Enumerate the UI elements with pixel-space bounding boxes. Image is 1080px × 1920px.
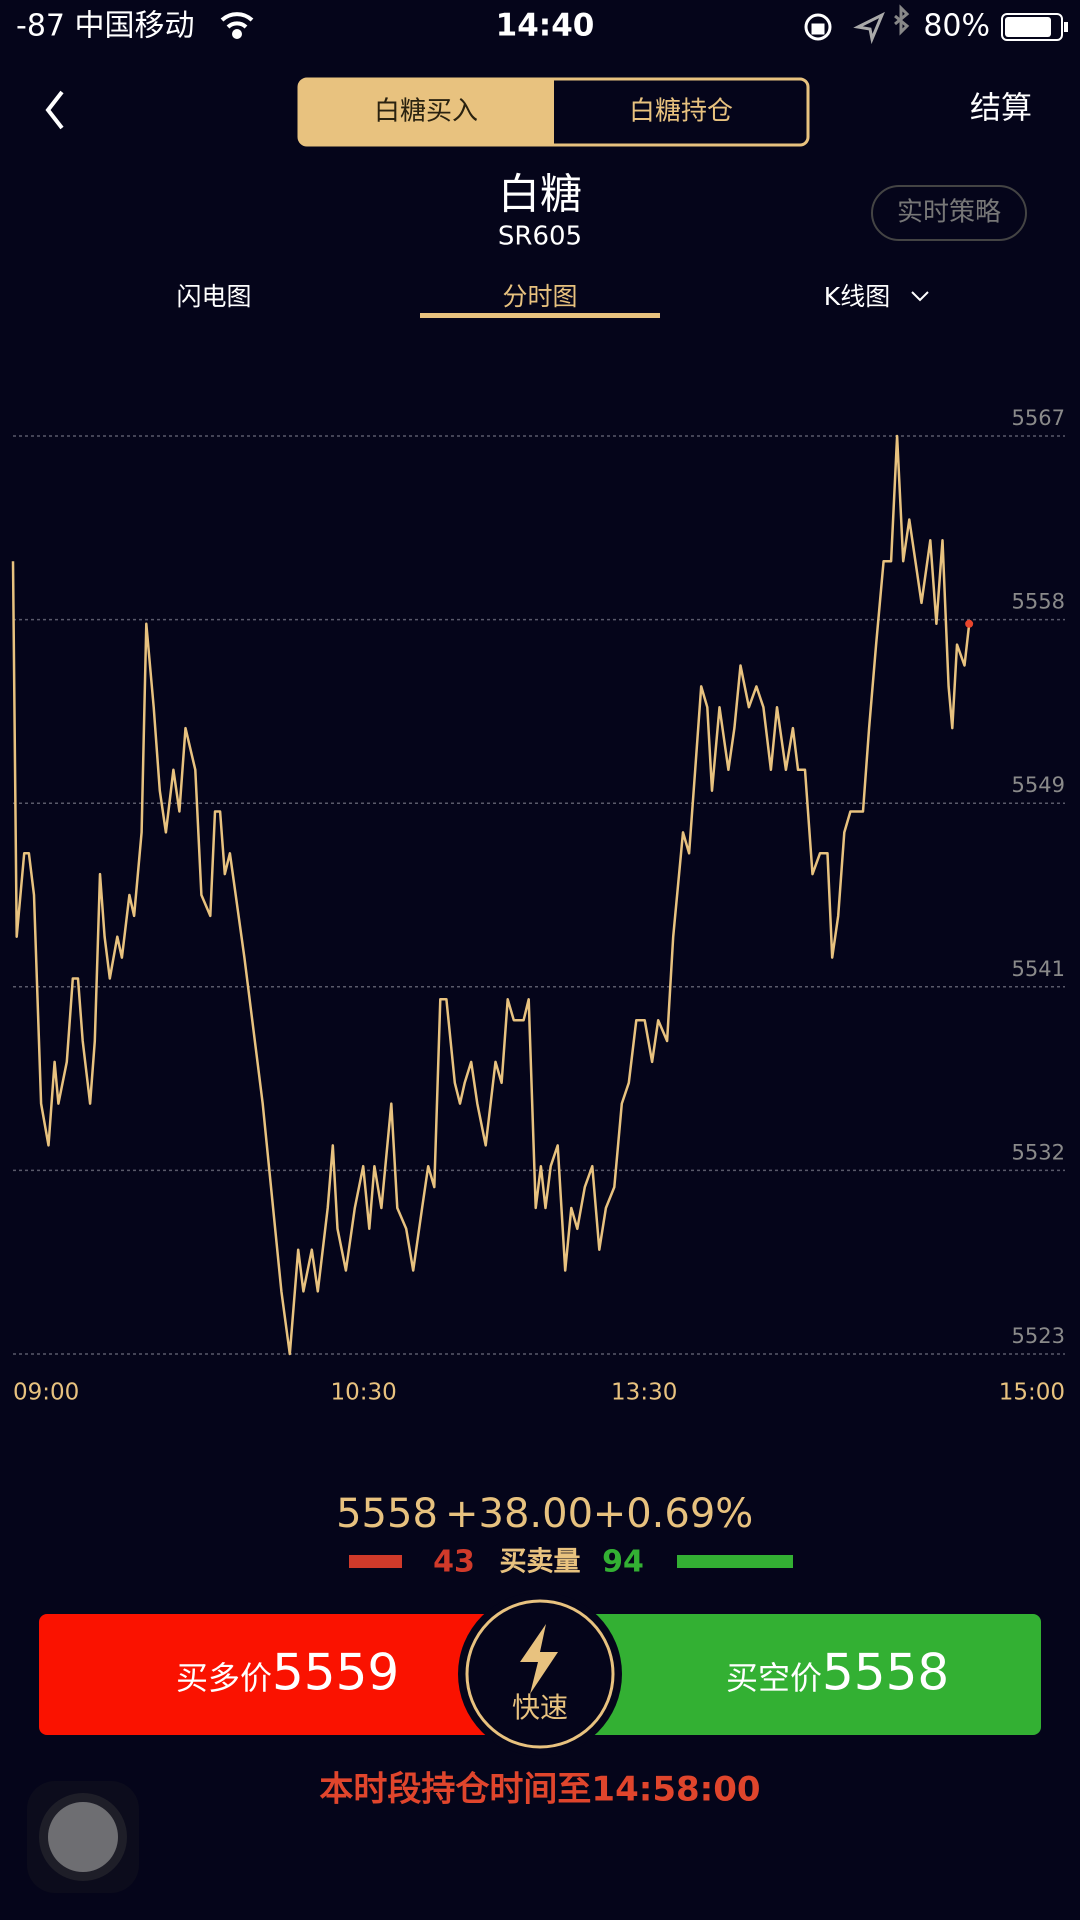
segment-tab[interactable]: 白糖买入 — [374, 97, 478, 127]
carrier: -87 中国移动 — [16, 9, 195, 44]
y-tick-label: 5541 — [1012, 957, 1065, 981]
chart: 5523 5532 5541 5549 5558 5567 09:00 10:30 13:30 1… — [11, 406, 1065, 1406]
quick-label: 快速 — [512, 1691, 568, 1724]
quick-button-ring — [465, 1599, 615, 1749]
battery-icon — [1001, 13, 1068, 41]
buy-button[interactable] — [39, 1614, 559, 1735]
sell-button[interactable] — [521, 1614, 1041, 1735]
last-point — [965, 619, 974, 628]
sell-volume-bar — [677, 1555, 793, 1568]
strategy-button-frame[interactable] — [871, 185, 1027, 241]
buy-volume-bar — [349, 1555, 402, 1568]
sell-label: 买空价 — [726, 1659, 822, 1697]
segment-tab[interactable]: 白糖持仓 — [629, 97, 733, 127]
lightning-icon — [520, 1624, 558, 1694]
buy-count: 43 — [433, 1545, 475, 1580]
product-code: SR605 — [498, 222, 582, 252]
strategy-button[interactable]: 实时策略 — [897, 198, 1001, 228]
hold-time-notice: 本时段持仓时间至14:58:00 — [319, 1770, 760, 1810]
sell-count: 94 — [602, 1545, 644, 1580]
sell-price: 5558 — [822, 1644, 949, 1702]
status-icons — [804, 4, 910, 45]
volume-label: 买卖量 — [500, 1547, 581, 1578]
settle-button[interactable]: 结算 — [970, 91, 1032, 127]
dropdown-arrow — [911, 291, 929, 302]
y-tick-label: 5549 — [1012, 773, 1065, 797]
y-tick-label: 5523 — [1012, 1324, 1065, 1348]
price-line — [11, 434, 971, 1356]
battery-level: 80% — [923, 9, 990, 44]
x-tick-label: 09:00 — [13, 1380, 79, 1406]
chart-tab[interactable]: 闪电图 — [176, 282, 251, 311]
buy-price: 5559 — [272, 1644, 399, 1702]
price-change-percent: +0.69% — [593, 1491, 754, 1537]
tab-underline — [420, 313, 660, 318]
price-change: +38.00 — [445, 1491, 593, 1537]
assistive-dot — [48, 1802, 118, 1872]
last-price: 5558 — [336, 1491, 438, 1537]
product-title: 白糖 — [498, 170, 582, 219]
y-tick-label: 5532 — [1012, 1140, 1065, 1164]
y-tick-label: 5558 — [1012, 590, 1065, 614]
segmented-control: 白糖买入 白糖持仓 — [297, 77, 810, 147]
buy-label: 买多价 — [176, 1659, 272, 1697]
clock: 14:40 — [496, 8, 595, 44]
back-button[interactable] — [45, 90, 64, 130]
x-tick-label: 15:00 — [999, 1380, 1065, 1406]
wifi-icon — [220, 12, 254, 39]
x-tick-label: 13:30 — [611, 1380, 677, 1406]
chart-tab-active[interactable]: 分时图 — [502, 282, 577, 311]
chart-tab[interactable]: K线图 — [824, 282, 890, 311]
y-tick-label: 5567 — [1012, 406, 1065, 430]
segment-active[interactable] — [299, 79, 554, 145]
x-tick-label: 10:30 — [331, 1380, 397, 1406]
